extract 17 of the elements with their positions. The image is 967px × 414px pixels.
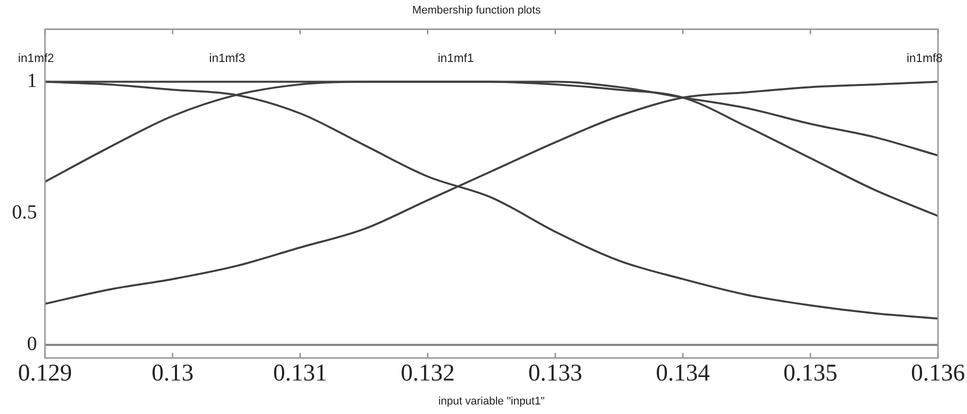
x-tick-label: 0.132 <box>400 360 455 387</box>
x-tick-label: 0.135 <box>783 360 838 387</box>
y-tick-label: 0 <box>27 333 37 356</box>
chart-title: Membership function plots <box>412 4 542 17</box>
x-tick-label: 0.133 <box>528 360 582 387</box>
y-tick-label: 1 <box>27 70 37 92</box>
x-tick-label: 0.129 <box>18 360 72 387</box>
annotation: in1mf8 <box>906 51 943 66</box>
x-tick-label: 0.136 <box>911 360 965 387</box>
annotation: in1mf2 <box>18 51 54 66</box>
x-tick-label: 0.134 <box>656 360 710 387</box>
x-tick-label: 0.131 <box>273 360 328 387</box>
x-axis-title: input variable "input1" <box>438 395 545 408</box>
y-tick-label: 0.5 <box>12 202 37 224</box>
annotation: in1mf3 <box>209 51 246 66</box>
annotation: in1mf1 <box>438 51 474 66</box>
x-tick-label: 0.13 <box>152 360 194 387</box>
